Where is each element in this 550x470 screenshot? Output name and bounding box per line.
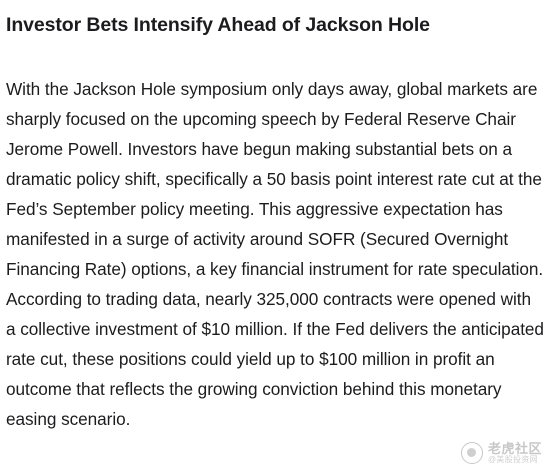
watermark-text: 老虎社区 @美股投资网 <box>488 442 542 464</box>
tiger-logo-icon <box>460 441 483 464</box>
article-body: With the Jackson Hole symposium only day… <box>6 79 544 429</box>
watermark-name: 老虎社区 <box>487 440 542 456</box>
article: Investor Bets Intensify Ahead of Jackson… <box>6 0 544 434</box>
watermark-sub: @美股投资网 <box>487 454 538 464</box>
article-headline: Investor Bets Intensify Ahead of Jackson… <box>6 14 430 36</box>
watermark: 老虎社区 @美股投资网 <box>460 441 542 464</box>
